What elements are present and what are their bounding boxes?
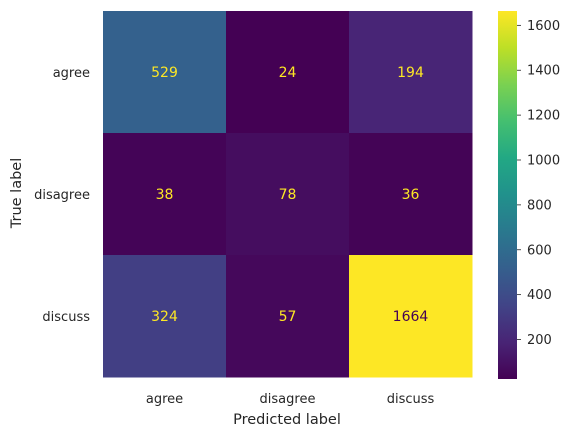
colorbar-tick-label: 200 [527,333,552,348]
cell-value-label: 324 [151,309,178,325]
colorbar-tick-label: 400 [527,288,552,303]
colorbar-tick-label: 800 [527,198,552,213]
colorbar-tick-label: 1200 [527,109,560,124]
cell-value-label: 1664 [393,309,429,325]
x-axis-label: Predicted label [233,412,341,428]
heatmap-cell [103,133,227,256]
cell-value-label: 529 [151,65,178,81]
cell-value-label: 24 [279,65,297,81]
y-tick-label: agree [53,66,90,81]
colorbar-tick-label: 600 [527,243,552,258]
cell-value-label: 38 [156,187,174,203]
x-tick-labels: agree disagree discuss [146,392,435,407]
heatmap-cell [103,255,227,378]
heatmap-cells [103,11,473,378]
y-tick-labels: agree disagree discuss [34,66,90,325]
heatmap-cell [226,255,350,378]
colorbar-tick-label: 1400 [527,64,560,79]
x-tick-label: agree [146,392,183,407]
heatmap-cell [349,255,473,378]
cell-value-labels: 529 24 194 38 78 36 324 57 1664 [151,65,428,325]
colorbar-tick-label: 1000 [527,153,560,168]
heatmap-cell [226,133,350,256]
x-tick-label: discuss [387,392,435,407]
cell-value-label: 57 [279,309,297,325]
colorbar-tick-label: 1600 [527,19,560,34]
colorbar-ticks: 200 400 600 800 1000 1200 1400 1600 [517,19,560,348]
heatmap-cell [103,11,227,134]
cell-value-label: 194 [397,65,424,81]
cell-value-label: 78 [279,187,297,203]
y-tick-label: disagree [34,188,90,203]
heatmap-cell [349,133,473,256]
x-tick-label: disagree [260,392,316,407]
y-axis-label: True label [9,158,25,229]
heatmap-cell [226,11,350,134]
heatmap-cell [349,11,473,134]
colorbar [498,11,517,379]
y-tick-label: discuss [42,310,90,325]
cell-value-label: 36 [402,187,420,203]
